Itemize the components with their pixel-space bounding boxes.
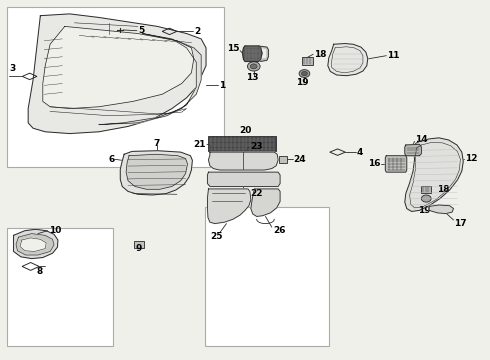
Text: 6: 6 bbox=[108, 155, 115, 164]
Polygon shape bbox=[259, 46, 269, 62]
Text: 7: 7 bbox=[153, 139, 160, 148]
Text: 19: 19 bbox=[296, 78, 309, 87]
Polygon shape bbox=[207, 189, 251, 224]
Polygon shape bbox=[328, 44, 368, 76]
Polygon shape bbox=[120, 151, 193, 195]
Text: 9: 9 bbox=[136, 244, 142, 253]
Bar bbox=[208, 136, 276, 152]
Text: 21: 21 bbox=[194, 140, 206, 149]
Polygon shape bbox=[208, 152, 278, 170]
Text: 18: 18 bbox=[314, 50, 327, 59]
Bar bbox=[134, 242, 144, 248]
Bar bbox=[7, 8, 224, 167]
Polygon shape bbox=[16, 234, 54, 255]
Bar bbox=[302, 57, 313, 65]
Text: 17: 17 bbox=[455, 219, 467, 228]
Text: 23: 23 bbox=[250, 141, 262, 150]
Polygon shape bbox=[43, 26, 194, 109]
Text: 20: 20 bbox=[239, 126, 251, 135]
Polygon shape bbox=[405, 138, 463, 211]
Text: 4: 4 bbox=[357, 148, 364, 157]
Text: 22: 22 bbox=[250, 189, 262, 198]
Text: 5: 5 bbox=[138, 26, 144, 35]
Text: 26: 26 bbox=[273, 225, 286, 234]
Circle shape bbox=[247, 62, 260, 71]
Polygon shape bbox=[243, 46, 262, 62]
Polygon shape bbox=[385, 156, 407, 172]
Bar bbox=[7, 228, 114, 346]
Polygon shape bbox=[126, 154, 188, 189]
Polygon shape bbox=[20, 238, 46, 251]
Text: 1: 1 bbox=[219, 81, 225, 90]
Circle shape bbox=[250, 64, 257, 69]
Bar bbox=[279, 157, 287, 163]
Text: 16: 16 bbox=[368, 159, 380, 168]
Text: 12: 12 bbox=[465, 154, 478, 163]
Text: 15: 15 bbox=[227, 44, 239, 53]
Text: 3: 3 bbox=[10, 64, 16, 73]
Polygon shape bbox=[405, 144, 421, 156]
Circle shape bbox=[301, 71, 307, 76]
Polygon shape bbox=[207, 172, 280, 186]
Text: 2: 2 bbox=[195, 27, 200, 36]
Text: 19: 19 bbox=[418, 206, 431, 215]
Text: 18: 18 bbox=[437, 185, 449, 194]
Polygon shape bbox=[429, 205, 454, 213]
Text: 24: 24 bbox=[294, 155, 306, 164]
Polygon shape bbox=[14, 229, 58, 258]
Circle shape bbox=[421, 195, 431, 202]
Text: 14: 14 bbox=[416, 135, 428, 144]
Bar bbox=[205, 207, 329, 346]
Text: 8: 8 bbox=[36, 267, 43, 276]
Polygon shape bbox=[251, 189, 280, 216]
Circle shape bbox=[299, 69, 310, 77]
Text: 11: 11 bbox=[387, 51, 400, 60]
Polygon shape bbox=[99, 33, 201, 125]
Text: 10: 10 bbox=[49, 226, 61, 235]
Text: 13: 13 bbox=[245, 73, 258, 82]
Bar bbox=[421, 186, 431, 193]
Polygon shape bbox=[28, 14, 206, 134]
Text: 25: 25 bbox=[211, 232, 223, 241]
